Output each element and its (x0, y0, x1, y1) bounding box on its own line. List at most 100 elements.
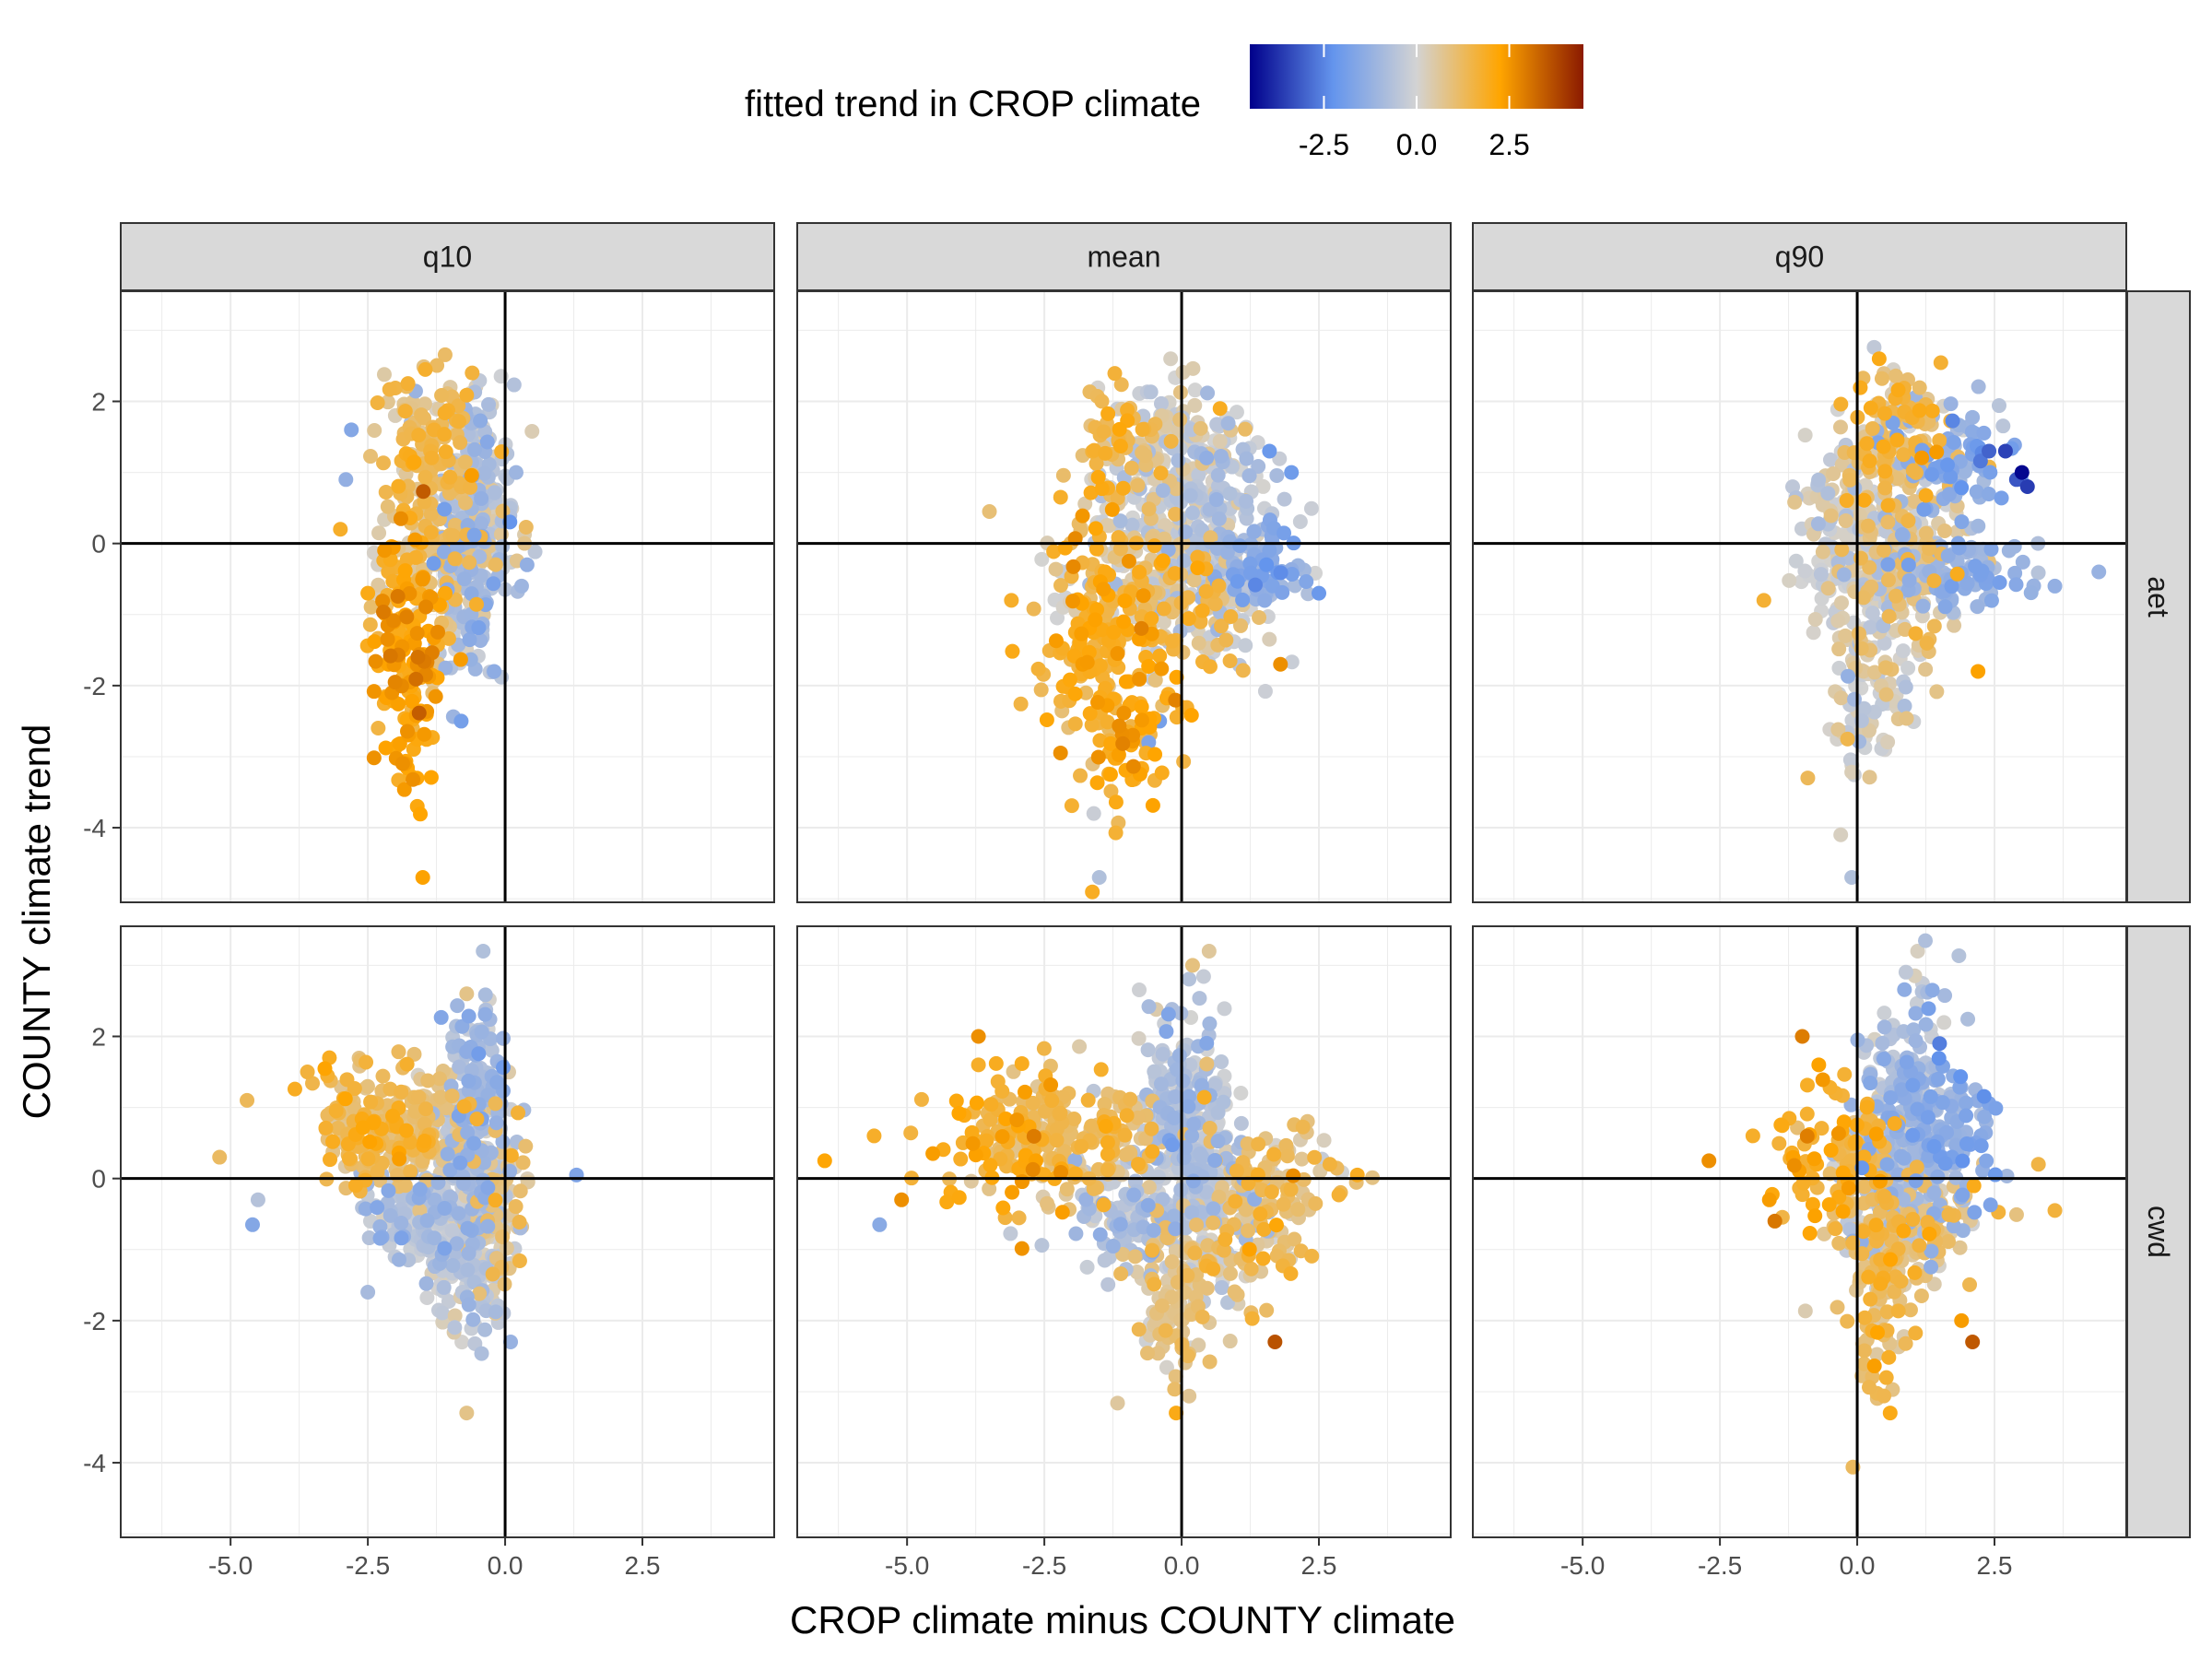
data-point (473, 413, 488, 429)
data-point (1287, 1231, 1302, 1247)
data-point (1004, 593, 1019, 608)
data-point (1220, 416, 1236, 431)
data-point (459, 1406, 475, 1421)
data-point (450, 998, 465, 1014)
data-point (1949, 566, 1965, 582)
data-point (359, 1054, 374, 1070)
reference-lines (1473, 291, 2126, 902)
data-point (1098, 445, 1113, 461)
data-point (1815, 544, 1830, 559)
data-point (1199, 1184, 1215, 1200)
data-point (1134, 700, 1149, 715)
data-point (317, 1061, 333, 1077)
data-point (1273, 656, 1288, 672)
data-point (427, 1192, 442, 1207)
data-point (424, 450, 440, 465)
data-point (1954, 480, 1970, 496)
data-point (1880, 557, 1896, 572)
data-point (1941, 487, 1957, 502)
data-point (1901, 572, 1917, 588)
data-point (397, 404, 413, 419)
data-point (1862, 453, 1877, 469)
data-point (371, 577, 386, 593)
data-point (1222, 653, 1238, 669)
data-point (1187, 382, 1203, 398)
data-point (1914, 450, 1930, 465)
data-point (1088, 521, 1103, 536)
data-point (1900, 660, 1916, 676)
data-point (1123, 1091, 1138, 1107)
data-point (391, 1252, 406, 1267)
data-point (476, 943, 491, 959)
data-point (2091, 564, 2107, 580)
data-point (1103, 735, 1119, 751)
data-point (488, 1096, 503, 1112)
data-point (1130, 477, 1146, 493)
color-legend: fitted trend in CROP climate -2.5 0.0 2.5 (745, 44, 1583, 161)
data-point (1135, 421, 1150, 437)
data-point (1877, 406, 1892, 421)
data-point (451, 1206, 466, 1221)
data-point (212, 1149, 228, 1165)
legend-tick-label: 2.5 (1488, 128, 1529, 161)
data-point (459, 986, 475, 1002)
data-point (1965, 409, 1981, 425)
data-point (1075, 508, 1090, 524)
data-point (1881, 608, 1897, 624)
data-point (1308, 1195, 1324, 1211)
data-point (1228, 1194, 1243, 1209)
data-point (392, 1151, 407, 1167)
data-point (1279, 1148, 1295, 1164)
data-point (355, 1120, 371, 1135)
data-point (1283, 1265, 1299, 1281)
data-point (1242, 565, 1258, 581)
data-point (1087, 442, 1102, 458)
data-point (453, 1155, 468, 1171)
data-point (1025, 1095, 1041, 1111)
data-point (1126, 1187, 1142, 1203)
data-point (1106, 625, 1122, 641)
data-point (441, 1293, 456, 1309)
data-point (1841, 668, 1856, 684)
data-point (318, 1120, 334, 1135)
data-point (1933, 355, 1948, 371)
data-point (982, 1158, 998, 1173)
data-point (1831, 641, 1847, 657)
data-point (1912, 403, 1927, 418)
data-point (396, 782, 412, 797)
data-point (1155, 1192, 1171, 1207)
data-point (1946, 434, 1961, 450)
data-point (519, 557, 535, 572)
data-point (466, 441, 482, 457)
data-point (2019, 479, 2035, 495)
data-point (1997, 443, 2013, 459)
data-point (403, 1135, 418, 1150)
data-point (1219, 545, 1235, 560)
data-point (1217, 1001, 1232, 1017)
data-point (461, 1245, 477, 1261)
data-point (1213, 448, 1229, 464)
data-point (1932, 432, 1947, 448)
data-point (341, 1151, 357, 1167)
data-point (1132, 671, 1147, 687)
data-point (437, 501, 453, 517)
data-point (1866, 665, 1882, 680)
panel-points (333, 347, 543, 886)
data-point (1100, 714, 1115, 730)
data-point (1866, 339, 1882, 355)
data-point (250, 1192, 265, 1207)
data-point (1926, 573, 1942, 589)
data-point (1833, 396, 1849, 412)
panel-mean-cwd (796, 925, 1452, 1538)
data-point (391, 696, 406, 712)
data-point (1182, 971, 1197, 987)
data-point (406, 771, 421, 787)
data-point (971, 1057, 986, 1073)
data-point (1119, 1108, 1135, 1124)
data-point (1284, 567, 1300, 582)
data-point (1013, 696, 1029, 712)
data-point (1834, 457, 1850, 473)
data-point (487, 664, 502, 679)
data-point (1954, 514, 1970, 530)
data-point (465, 1312, 481, 1327)
